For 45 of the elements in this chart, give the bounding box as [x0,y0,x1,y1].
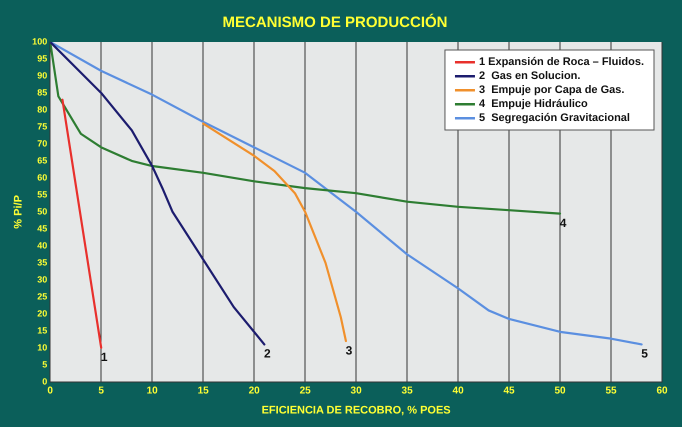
y-tick-label: 90 [37,70,48,80]
y-tick-label: 35 [37,257,48,268]
chart-title: MECANISMO DE PRODUCCIÓN [222,13,448,32]
x-tick-label: 30 [350,386,362,397]
y-tick-label: 75 [37,121,48,132]
annotation: 2 [264,346,271,361]
x-tick-label: 50 [554,386,566,397]
annotation: 5 [641,346,648,361]
legend-label: 4 Empuje Hidráulico [478,98,588,110]
annotation: 3 [346,343,353,358]
y-tick-label: 65 [37,155,48,166]
x-tick-label: 40 [452,386,464,397]
y-tick-label: 5 [42,359,48,370]
y-tick-label: 45 [37,223,48,234]
x-tick-label: 55 [605,386,618,397]
x-tick-label: 60 [656,386,668,397]
x-tick-label: 35 [402,386,414,397]
y-tick-label: 30 [37,274,48,284]
y-axis-title: % Pi/P [12,195,25,229]
legend-label: 2 Gas en Solucion. [478,70,580,82]
y-tick-label: 60 [37,172,48,182]
y-tick-label: 0 [42,376,48,386]
x-tick-label: 20 [248,386,260,397]
y-tick-label: 95 [37,53,48,64]
y-tick-label: 70 [37,138,48,148]
legend-label: 3 Empuje por Capa de Gas. [478,84,624,96]
x-tick-label: 45 [503,386,516,397]
y-tick-label: 80 [37,104,48,114]
y-tick-label: 55 [37,189,48,200]
x-tick-label: 25 [300,386,312,397]
x-axis-title: EFICIENCIA DE RECOBRO, % POES [262,404,451,416]
y-tick-label: 85 [37,87,48,98]
x-tick-label: 5 [98,386,104,397]
y-tick-label: 100 [32,36,48,46]
y-tick-label: 20 [37,308,48,318]
y-tick-label: 50 [37,206,48,216]
legend-label: 1 Expansión de Roca – Fluidos. [478,56,644,68]
y-tick-label: 10 [37,342,48,352]
y-tick-label: 40 [37,240,48,250]
annotation: 1 [100,350,108,364]
x-tick-label: 15 [198,386,210,397]
x-tick-label: 10 [146,386,158,397]
y-tick-label: 25 [37,291,48,302]
legend-label: 5 Segregación Gravitacional [478,112,630,124]
y-tick-label: 15 [37,325,48,336]
